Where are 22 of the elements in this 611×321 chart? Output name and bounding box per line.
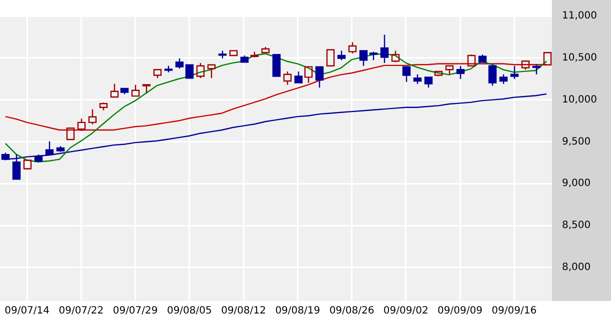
y-tick-label: 9,500: [562, 136, 591, 148]
y-tick-label: 11,000: [562, 10, 598, 22]
x-tick-label: 09/08/19: [275, 306, 320, 317]
x-tick-label: 09/07/14: [4, 306, 50, 317]
candlestick: [88, 108, 97, 125]
x-tick-label: 09/09/02: [383, 306, 428, 317]
x-tick-label: 09/07/22: [58, 306, 104, 317]
x-tick-label: 09/08/26: [329, 306, 374, 317]
y-tick-label: 8,000: [562, 262, 591, 274]
candlestick: [23, 160, 32, 170]
candlestick: [207, 64, 216, 79]
candlestick: [250, 51, 259, 58]
y-tick-label: 8,500: [562, 220, 591, 232]
y-tick-label: 10,500: [562, 52, 598, 64]
y-tick-label: 10,000: [562, 94, 598, 106]
x-tick-label: 09/09/09: [438, 306, 482, 317]
y-tick-label: 9,000: [562, 178, 591, 190]
x-tick-label: 09/08/12: [221, 306, 266, 317]
x-tick-label: 09/08/05: [166, 306, 212, 317]
x-tick-label: 09/09/16: [492, 306, 537, 317]
x-tick-label: 09/07/29: [112, 306, 158, 317]
candlestick: [467, 54, 476, 66]
